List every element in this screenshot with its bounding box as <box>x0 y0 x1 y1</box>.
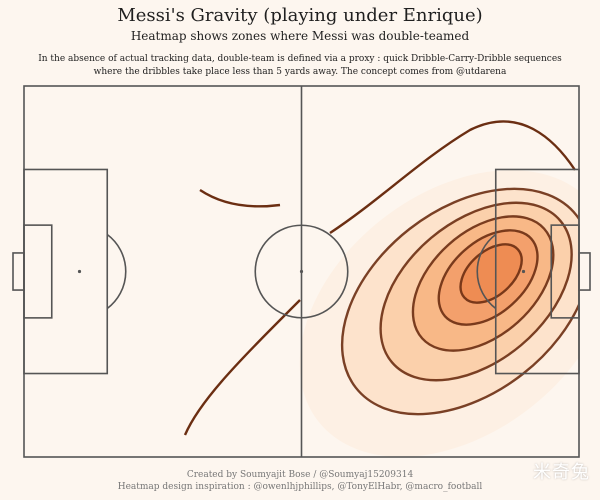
chart-description: In the absence of actual tracking data, … <box>30 53 570 79</box>
chart-title: Messi's Gravity (playing under Enrique) <box>117 5 483 26</box>
center-circle <box>254 224 349 319</box>
left-penalty-box <box>23 168 109 375</box>
left-six-yard-box <box>23 224 53 319</box>
contour-outline-tail-left <box>199 189 281 208</box>
heatmap-layer <box>183 120 579 457</box>
credits: Created by Soumyajit Bose / @Soumyaj1520… <box>0 469 600 493</box>
contour-level-6 <box>459 243 523 304</box>
right-penalty-spot <box>521 269 526 274</box>
center-spot <box>299 269 304 274</box>
watermark-logo: 米奇兔 <box>533 462 590 483</box>
description-line-2: where the dribbles take place less than … <box>93 67 507 77</box>
right-penalty-arc <box>476 233 497 310</box>
contour-outline-tail-bottom <box>183 299 301 436</box>
description-line-1: In the absence of actual tracking data, … <box>38 54 562 64</box>
contour-bands <box>183 120 579 457</box>
credit-line-1: Created by Soumyajit Bose / @Soumyaj1520… <box>186 470 414 480</box>
right-goal <box>578 252 591 291</box>
left-goal <box>12 252 25 291</box>
left-penalty-spot <box>77 269 82 274</box>
left-penalty-arc <box>106 233 127 310</box>
contour-outline-tail-top <box>329 120 576 235</box>
pitch-markings <box>12 85 591 458</box>
credit-line-2: Heatmap design inspiration : @owenlhjphi… <box>117 482 483 492</box>
chart-subtitle: Heatmap shows zones where Messi was doub… <box>130 29 470 43</box>
